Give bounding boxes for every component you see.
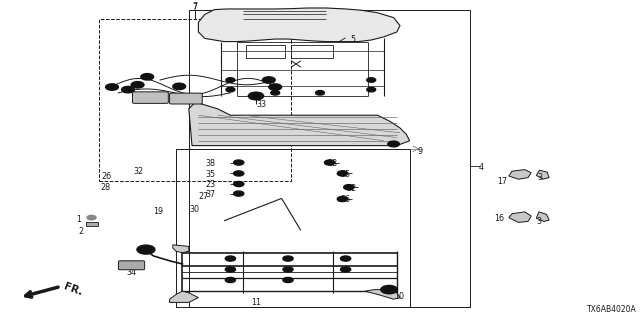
Circle shape: [367, 78, 376, 82]
Polygon shape: [536, 170, 549, 179]
Text: 28: 28: [100, 183, 110, 192]
Text: 38: 38: [328, 159, 338, 168]
Circle shape: [388, 141, 399, 147]
Circle shape: [131, 82, 144, 88]
Circle shape: [316, 91, 324, 95]
FancyBboxPatch shape: [118, 261, 145, 270]
Circle shape: [283, 267, 293, 272]
Polygon shape: [170, 291, 198, 302]
Circle shape: [271, 91, 280, 95]
Text: 37: 37: [205, 190, 216, 199]
Text: 2: 2: [79, 227, 84, 236]
Circle shape: [262, 77, 275, 83]
Text: 23: 23: [205, 180, 216, 189]
Polygon shape: [509, 212, 531, 222]
Circle shape: [248, 92, 264, 100]
Text: 36: 36: [340, 196, 351, 204]
Circle shape: [225, 277, 236, 283]
Text: 19: 19: [153, 207, 163, 216]
Circle shape: [173, 83, 186, 90]
Polygon shape: [536, 212, 549, 221]
Circle shape: [381, 285, 397, 294]
Circle shape: [122, 86, 134, 93]
Text: 35: 35: [340, 170, 351, 179]
Circle shape: [226, 87, 235, 92]
Circle shape: [225, 256, 236, 261]
Bar: [86, 222, 98, 226]
Text: 30: 30: [189, 205, 200, 214]
Text: 11: 11: [251, 298, 261, 307]
Circle shape: [87, 215, 96, 220]
Circle shape: [340, 267, 351, 272]
Text: TX6AB4020A: TX6AB4020A: [587, 305, 637, 314]
Text: 5: 5: [351, 35, 356, 44]
Circle shape: [283, 277, 293, 283]
Text: 10: 10: [394, 292, 404, 301]
Text: 33: 33: [256, 100, 266, 109]
FancyBboxPatch shape: [132, 92, 168, 103]
Text: 38: 38: [205, 159, 216, 168]
FancyBboxPatch shape: [170, 93, 202, 104]
Text: 34: 34: [126, 268, 136, 277]
Text: 7: 7: [193, 4, 198, 12]
Circle shape: [283, 256, 293, 261]
Circle shape: [234, 181, 244, 187]
Text: 3: 3: [536, 217, 541, 226]
Text: 16: 16: [494, 214, 504, 223]
Text: 22: 22: [347, 184, 357, 193]
Circle shape: [344, 185, 354, 190]
Circle shape: [269, 84, 282, 90]
Circle shape: [324, 160, 335, 165]
Polygon shape: [509, 170, 531, 179]
Circle shape: [234, 191, 244, 196]
Polygon shape: [189, 102, 410, 146]
Text: FR.: FR.: [63, 282, 84, 298]
Circle shape: [137, 245, 155, 254]
Text: 3: 3: [538, 173, 543, 182]
Circle shape: [234, 171, 244, 176]
Polygon shape: [365, 290, 400, 299]
Circle shape: [141, 74, 154, 80]
Polygon shape: [198, 8, 400, 42]
Circle shape: [340, 256, 351, 261]
Circle shape: [226, 78, 235, 82]
Text: 7: 7: [193, 2, 198, 11]
Circle shape: [337, 196, 348, 202]
Text: 17: 17: [497, 177, 507, 186]
Circle shape: [106, 84, 118, 90]
Circle shape: [234, 160, 244, 165]
Text: 32: 32: [134, 167, 144, 176]
Polygon shape: [173, 245, 189, 253]
Circle shape: [367, 87, 376, 92]
Text: 35: 35: [205, 170, 216, 179]
Circle shape: [225, 267, 236, 272]
Text: 1: 1: [76, 215, 81, 224]
Circle shape: [337, 171, 348, 176]
Text: 4: 4: [479, 163, 484, 172]
Text: 27: 27: [198, 192, 209, 201]
Text: 26: 26: [102, 172, 112, 181]
Text: 9: 9: [417, 147, 422, 156]
